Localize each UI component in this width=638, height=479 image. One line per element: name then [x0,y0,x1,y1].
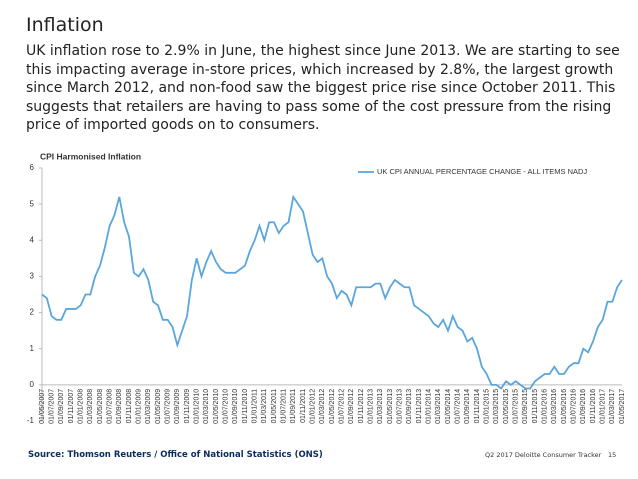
x-tick-label: 01/09/2016 [580,389,587,424]
x-tick-label: 01/05/2007 [39,389,46,424]
x-tick-label: 01/07/2012 [339,389,346,424]
y-tick-label: 1 [30,344,35,353]
x-tick-label: 01/05/2015 [503,389,510,424]
source: Source: Thomson Reuters / Office of Nati… [28,450,323,460]
x-tick-label: 01/03/2009 [145,389,152,424]
x-tick-label: 01/11/2013 [416,389,423,424]
x-tick-label: 01/09/2007 [58,389,65,424]
x-tick-label: 01/03/2017 [609,389,616,424]
x-tick-label: 01/03/2016 [551,389,558,424]
x-tick-label: 01/09/2011 [290,389,297,424]
line-series [41,194,623,390]
x-tick-label: 01/09/2008 [116,389,123,424]
x-tick-label: 01/03/2013 [377,389,384,424]
x-tick-label: 01/11/2012 [358,389,365,424]
x-tick-label: 01/05/2014 [445,389,452,424]
x-tick-label: 01/03/2014 [435,389,442,424]
x-tick-label: 01/07/2014 [455,389,462,424]
tracker: Q2 2017 Deloitte Consumer Tracker [485,451,602,459]
x-tick-label: 01/07/2015 [513,389,520,424]
x-tick-label: 01/01/2010 [194,389,201,424]
x-tick-label: 01/01/2017 [600,389,607,424]
x-tick-label: 01/07/2007 [49,389,56,424]
x-tick-label: 01/05/2009 [155,389,162,424]
x-tick-label: 01/09/2009 [174,389,181,424]
x-tick-label: 01/03/2011 [261,389,268,424]
x-tick-label: 01/09/2010 [232,389,239,424]
slide-title: Inflation [26,14,104,36]
x-tick-label: 01/11/2008 [126,389,133,424]
x-tick-label: 01/01/2009 [136,389,143,424]
x-tick-label: 01/03/2012 [319,389,326,424]
x-tick-label: 01/07/2010 [223,389,230,424]
x-tick-label: 01/07/2016 [571,389,578,424]
x-tick-label: 01/01/2012 [310,389,317,424]
x-tick-label: 01/01/2016 [542,389,549,424]
x-tick-label: 01/11/2009 [184,389,191,424]
x-tick-label: 01/07/2009 [165,389,172,424]
x-tick-label: 01/05/2013 [387,389,394,424]
x-tick-label: 01/01/2013 [368,389,375,424]
x-tick-label: 01/03/2008 [87,389,94,424]
x-tick-label: 01/11/2015 [532,389,539,424]
x-tick-label: 01/07/2013 [397,389,404,424]
x-tick-label: 01/05/2016 [561,389,568,424]
x-tick-label: 01/05/2012 [329,389,336,424]
x-tick-label: 01/03/2010 [203,389,210,424]
x-tick-label: 01/05/2008 [97,389,104,424]
x-tick-label: 01/09/2014 [464,389,471,424]
y-tick-label: -1 [27,416,35,425]
x-tick-label: 01/03/2015 [493,389,500,424]
x-tick-label: 01/05/2017 [619,389,626,424]
x-tick-label: 01/05/2010 [213,389,220,424]
legend-label: UK CPI ANNUAL PERCENTAGE CHANGE - ALL IT… [377,167,587,176]
y-tick-label: 4 [30,235,35,244]
y-tick-label: 6 [30,163,35,172]
x-tick-label: 01/11/2014 [474,389,481,424]
x-tick-label: 01/11/2007 [68,389,75,424]
x-tick-label: 01/11/2011 [300,389,307,423]
y-tick-label: 5 [30,199,35,208]
page-number: 15 [608,451,617,459]
body-text: UK inflation rose to 2.9% in June, the h… [26,43,620,133]
x-tick-label: 01/09/2013 [406,389,413,424]
chart-title: CPI Harmonised Inflation [40,151,141,161]
y-tick-label: 0 [30,380,35,389]
x-tick-label: 01/01/2011 [252,389,259,424]
x-tick-label: 01/01/2008 [78,389,85,424]
x-tick-label: 01/07/2008 [107,389,114,424]
x-tick-label: 01/01/2014 [426,389,433,424]
y-tick-label: 2 [30,308,35,317]
x-tick-label: 01/05/2011 [271,389,278,424]
x-tick-label: 01/09/2015 [522,389,529,424]
x-tick-label: 01/11/2010 [242,389,249,424]
x-tick-label: 01/07/2011 [281,389,288,424]
x-tick-label: 01/01/2015 [484,389,491,424]
y-tick-label: 3 [30,272,35,281]
x-tick-label: 01/09/2012 [348,389,355,424]
x-tick-label: 01/11/2016 [590,389,597,424]
